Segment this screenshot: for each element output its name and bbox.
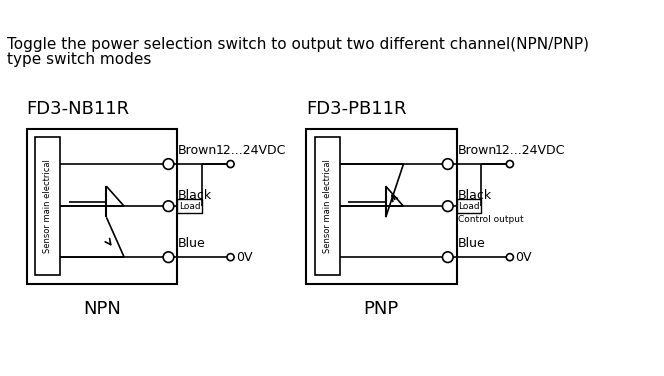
Text: Control output: Control output bbox=[457, 215, 523, 224]
Text: Blue: Blue bbox=[178, 237, 206, 250]
Text: Toggle the power selection switch to output two different channel(NPN/PNP): Toggle the power selection switch to out… bbox=[7, 37, 589, 52]
FancyBboxPatch shape bbox=[27, 129, 177, 284]
Text: PNP: PNP bbox=[364, 300, 399, 318]
Text: Black: Black bbox=[457, 189, 491, 202]
Circle shape bbox=[442, 201, 453, 211]
Circle shape bbox=[227, 161, 234, 168]
FancyBboxPatch shape bbox=[35, 138, 60, 275]
Circle shape bbox=[163, 201, 174, 211]
Text: 0V: 0V bbox=[236, 251, 252, 264]
FancyBboxPatch shape bbox=[306, 129, 457, 284]
FancyBboxPatch shape bbox=[177, 199, 202, 213]
Text: NPN: NPN bbox=[83, 300, 121, 318]
Text: 0V: 0V bbox=[515, 251, 532, 264]
Text: FD3-PB11R: FD3-PB11R bbox=[306, 100, 406, 118]
Text: Load: Load bbox=[458, 202, 480, 211]
Text: Brown: Brown bbox=[178, 144, 218, 157]
Circle shape bbox=[507, 254, 513, 261]
Text: Load: Load bbox=[179, 202, 201, 211]
FancyBboxPatch shape bbox=[457, 199, 481, 213]
Text: FD3-NB11R: FD3-NB11R bbox=[27, 100, 129, 118]
Text: Black: Black bbox=[178, 189, 212, 202]
Circle shape bbox=[163, 159, 174, 169]
Circle shape bbox=[442, 252, 453, 262]
Text: 12...24VDC: 12...24VDC bbox=[216, 144, 286, 157]
Circle shape bbox=[442, 159, 453, 169]
FancyBboxPatch shape bbox=[315, 138, 339, 275]
Text: type switch modes: type switch modes bbox=[7, 52, 151, 67]
Text: 12...24VDC: 12...24VDC bbox=[495, 144, 565, 157]
Text: Sensor main electrical: Sensor main electrical bbox=[323, 159, 332, 253]
Text: Blue: Blue bbox=[457, 237, 485, 250]
Text: Brown: Brown bbox=[457, 144, 497, 157]
Text: Sensor main electrical: Sensor main electrical bbox=[43, 159, 52, 253]
Circle shape bbox=[507, 161, 513, 168]
Circle shape bbox=[227, 254, 234, 261]
Circle shape bbox=[163, 252, 174, 262]
